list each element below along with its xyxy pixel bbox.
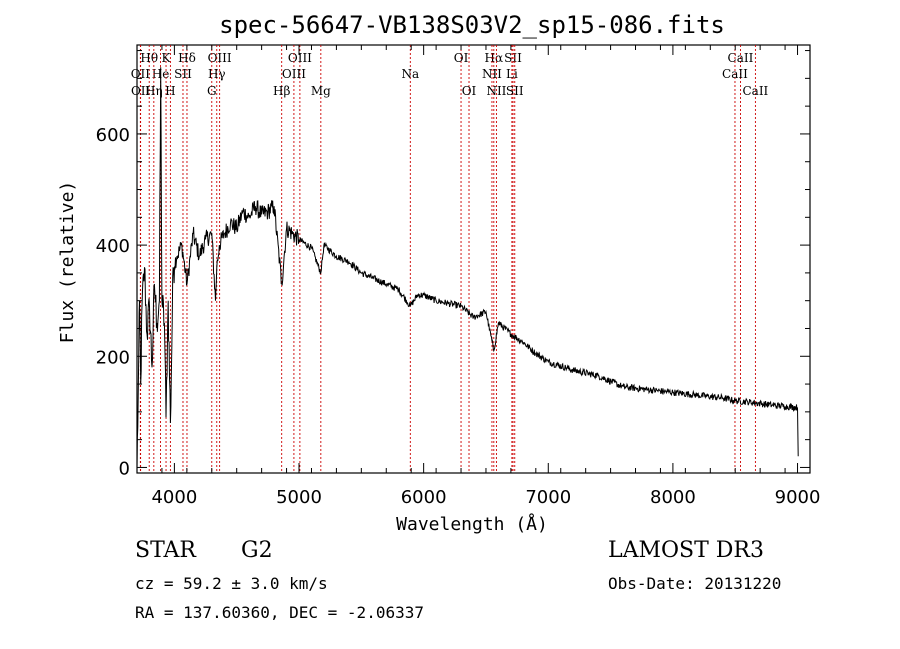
- object-class: STAR: [135, 538, 196, 563]
- axis-ticks: 4000 5000 6000 7000 8000 9000 0 200 400 600: [96, 45, 821, 508]
- plot-frame: [136, 44, 811, 474]
- y-tick-label-3: 600: [96, 125, 130, 146]
- spectral-line-label-11: G: [207, 84, 217, 98]
- x-tick-label-2: 6000: [401, 487, 447, 508]
- spectral-line-label-10: Hγ: [208, 67, 226, 81]
- spectral-line-label-2: OII: [131, 84, 151, 98]
- spectral-line-label-13: OIII: [282, 67, 306, 81]
- spectral-line-label-15: Mg: [311, 84, 331, 98]
- spectral-line-label-24: SII: [506, 84, 524, 98]
- y-tick-label-1: 200: [96, 347, 130, 368]
- spectral-line-label-21: NII: [486, 84, 506, 98]
- series-line-flux: [136, 67, 799, 468]
- spectral-line-label-25: CaII: [728, 51, 754, 65]
- spectral-line-label-23: Li: [506, 67, 518, 81]
- spectral-line-label-5: K: [162, 51, 172, 65]
- spectral-line-label-12: OIII: [288, 51, 312, 65]
- spectral-line-label-6: SII: [174, 67, 192, 81]
- spectral-line-label-0: Hθ: [140, 51, 158, 65]
- spectral-line-label-18: OI: [462, 84, 477, 98]
- object-subclass: G2: [241, 538, 273, 563]
- x-tick-label-5: 9000: [775, 487, 821, 508]
- y-tick-label-2: 400: [96, 236, 130, 257]
- spectral-line-label-22: SII: [504, 51, 522, 65]
- spectral-line-label-14: Hβ: [273, 84, 290, 98]
- redshift-value: cz = 59.2 ± 3.0 km/s: [135, 574, 328, 593]
- survey-name: LAMOST DR3: [608, 538, 764, 563]
- obs-date: Obs-Date: 20131220: [608, 574, 782, 593]
- spectral-line-label-26: CaII: [722, 67, 748, 81]
- spectral-line-label-20: NII: [482, 67, 502, 81]
- x-tick-label-1: 5000: [276, 487, 322, 508]
- spectral-line-label-4: Hη: [145, 84, 163, 98]
- y-tick-label-0: 0: [119, 458, 130, 479]
- spectral-line-label-8: Hδ: [178, 51, 196, 65]
- spectral-line-label-16: Na: [401, 67, 419, 81]
- chart-title: spec-56647-VB138S03V2_sp15-086.fits: [219, 11, 725, 39]
- y-axis-label: Flux (relative): [57, 181, 78, 344]
- x-tick-label-3: 7000: [525, 487, 571, 508]
- spectral-line-label-27: CaII: [742, 84, 768, 98]
- coordinates: RA = 137.60360, DEC = -2.06337: [135, 603, 424, 622]
- spectral-line-label-17: OI: [454, 51, 469, 65]
- x-axis-label: Wavelength (Å): [396, 513, 548, 535]
- spectral-line-label-9: OIII: [208, 51, 232, 65]
- spectral-line-label-19: Hα: [485, 51, 504, 65]
- series-group: [136, 67, 799, 468]
- x-tick-label-4: 8000: [650, 487, 696, 508]
- x-tick-label-0: 4000: [151, 487, 197, 508]
- spectral-line-label-7: H: [165, 84, 175, 98]
